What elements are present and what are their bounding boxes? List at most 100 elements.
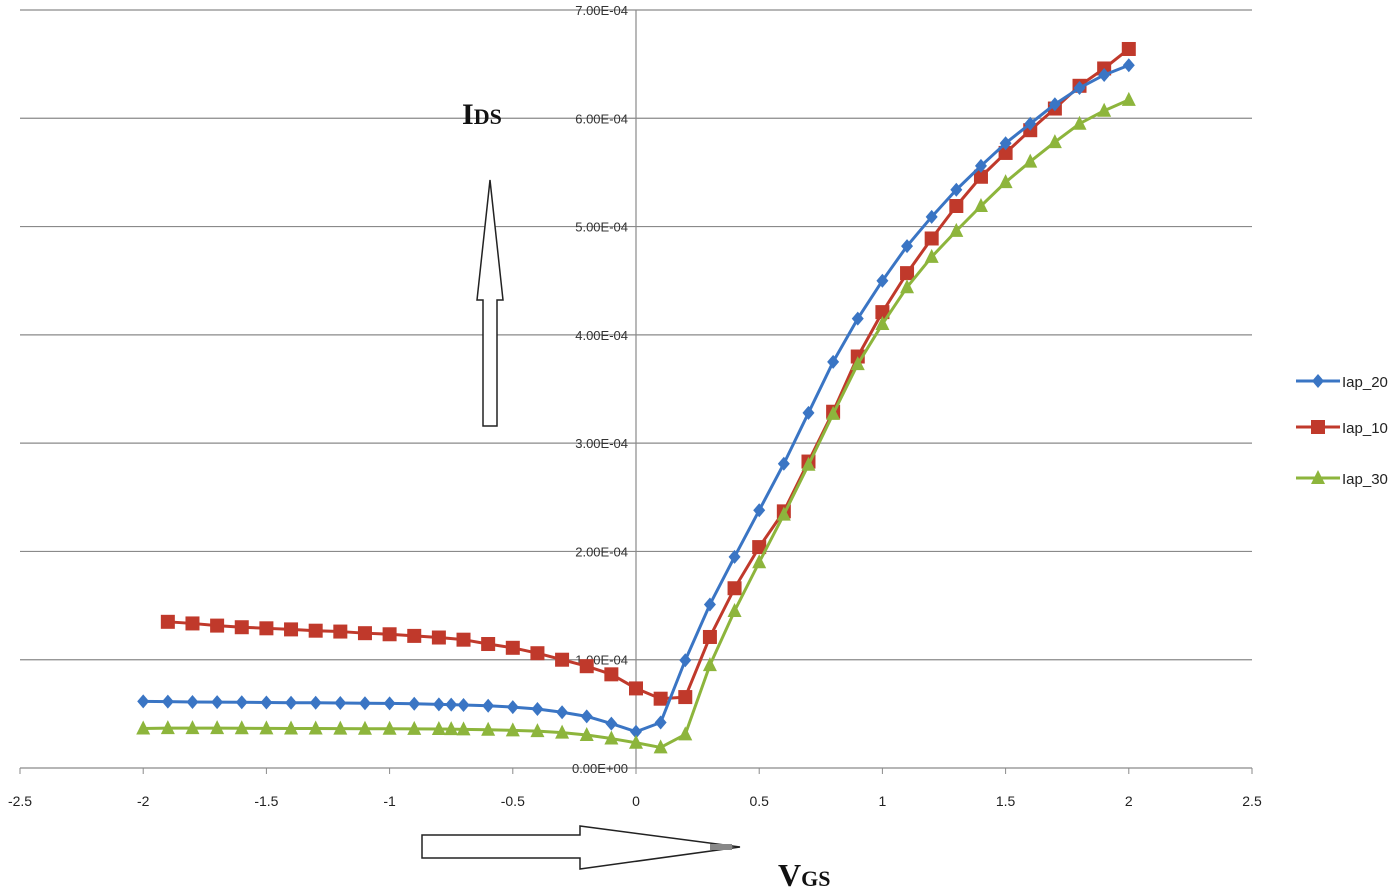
y-tick-label-7: 7.00E-04 (575, 3, 628, 18)
point-Iap_10-23 (727, 581, 742, 596)
point-Iap_30-38 (1047, 134, 1062, 149)
point-Iap_30-0 (136, 720, 151, 735)
x-tick-label-2: -1.5 (254, 793, 278, 809)
point-Iap_30-14 (456, 721, 471, 736)
point-Iap_10-34 (998, 145, 1013, 160)
point-Iap_20-39 (1073, 80, 1086, 95)
point-Iap_10-18 (604, 667, 619, 682)
x-tick-label-7: 1 (879, 793, 887, 809)
point-Iap_20-13 (445, 697, 458, 712)
point-Iap_30-39 (1072, 115, 1087, 130)
point-Iap_20-38 (1048, 97, 1061, 112)
point-Iap_30-15 (481, 721, 496, 736)
point-Iap_30-17 (530, 723, 545, 738)
point-Iap_10-6 (308, 623, 323, 638)
legend-marker-Iap_30 (1311, 470, 1325, 484)
point-Iap_30-33 (924, 248, 939, 263)
x-tick-label-6: 0.5 (749, 793, 769, 809)
x-tick-label-8: 1.5 (996, 793, 1016, 809)
point-Iap_10-10 (407, 628, 422, 643)
x-tick-label-10: 2.5 (1242, 793, 1262, 809)
point-Iap_30-40 (1097, 102, 1112, 117)
axes (19, 10, 1253, 774)
arrow-tip-shade (710, 844, 732, 850)
point-Iap_10-8 (357, 626, 372, 641)
point-Iap_20-10 (383, 696, 396, 711)
point-Iap_20-6 (285, 695, 298, 710)
y-tick-label-6: 6.00E-04 (575, 111, 628, 126)
point-Iap_20-36 (999, 136, 1012, 151)
legend-marker-Iap_20 (1312, 374, 1324, 388)
x-tick-labels: -2.5 -2 -1.5 -1 -0.5 0 0.5 1 1.5 2 2.5 (8, 793, 1262, 809)
point-Iap_30-4 (234, 720, 249, 735)
point-Iap_20-28 (802, 405, 815, 420)
legend-marker-Iap_10 (1311, 420, 1325, 434)
x-tick-label-9: 2 (1125, 793, 1133, 809)
x-tick-label-4: -0.5 (501, 793, 525, 809)
point-Iap_30-2 (185, 720, 200, 735)
point-Iap_30-7 (308, 720, 323, 735)
point-Iap_20-18 (556, 705, 569, 720)
point-Iap_20-24 (703, 597, 716, 612)
point-Iap_30-29 (826, 405, 841, 420)
point-Iap_20-2 (186, 694, 199, 709)
legend-label-Iap_10: Iap_10 (1342, 420, 1388, 437)
point-Iap_20-27 (777, 456, 790, 471)
point-Iap_20-22 (654, 715, 667, 730)
point-Iap_10-11 (431, 630, 446, 645)
point-Iap_20-0 (137, 694, 150, 709)
point-Iap_10-20 (653, 691, 668, 706)
y-tick-label-0: 0.00E+00 (572, 761, 628, 776)
point-Iap_10-29 (875, 305, 890, 320)
point-Iap_30-27 (776, 506, 791, 521)
point-Iap_20-23 (679, 653, 692, 668)
x-tick-label-0: -2.5 (8, 793, 32, 809)
point-Iap_30-18 (555, 724, 570, 739)
point-Iap_10-15 (530, 646, 545, 661)
x-tick-label-5: 0 (632, 793, 640, 809)
point-Iap_10-5 (284, 622, 299, 637)
y-tick-label-5: 5.00E-04 (575, 220, 628, 235)
point-Iap_10-32 (949, 198, 964, 213)
point-Iap_30-19 (579, 726, 594, 741)
point-Iap_20-29 (827, 354, 840, 369)
point-Iap_30-31 (875, 316, 890, 331)
point-Iap_10-0 (160, 614, 175, 629)
point-Iap_30-11 (407, 720, 422, 735)
series-line-Iap_10 (167, 47, 1130, 701)
point-Iap_20-25 (728, 549, 741, 564)
series-line-Iap_30 (143, 98, 1130, 749)
point-Iap_10-4 (259, 621, 274, 636)
data-series (136, 41, 1136, 754)
point-Iap_10-1 (185, 616, 200, 631)
point-Iap_20-30 (851, 311, 864, 326)
point-Iap_20-32 (901, 239, 914, 254)
point-Iap_30-36 (998, 174, 1013, 189)
point-Iap_20-3 (211, 695, 224, 710)
point-Iap_30-26 (752, 554, 767, 569)
point-Iap_20-33 (925, 209, 938, 224)
point-Iap_30-16 (505, 722, 520, 737)
up-arrow-icon (476, 179, 504, 427)
point-Iap_20-12 (432, 697, 445, 712)
point-Iap_30-37 (1023, 153, 1038, 168)
point-Iap_30-21 (629, 734, 643, 749)
point-Iap_30-1 (160, 720, 175, 735)
point-Iap_20-7 (309, 695, 322, 710)
point-Iap_20-5 (260, 695, 273, 710)
point-Iap_30-5 (259, 720, 274, 735)
point-Iap_30-10 (382, 720, 397, 735)
x-tick-label-3: -1 (383, 793, 396, 809)
legend: Iap_20 Iap_10 Iap_30 (1296, 374, 1388, 488)
legend-item-Iap_20: Iap_20 (1296, 374, 1388, 391)
point-Iap_20-1 (161, 694, 174, 709)
y-tick-label-3: 3.00E-04 (575, 436, 628, 451)
point-Iap_30-22 (653, 739, 668, 754)
point-Iap_10-17 (579, 659, 594, 674)
point-Iap_10-14 (505, 640, 520, 655)
point-Iap_10-13 (481, 637, 496, 652)
point-Iap_10-21 (678, 690, 693, 705)
point-Iap_10-22 (702, 629, 717, 644)
point-Iap_20-20 (605, 716, 618, 731)
